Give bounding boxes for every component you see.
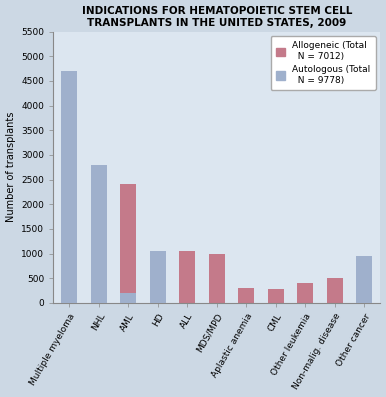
Legend: Allogeneic (Total
  N = 7012), Autologous (Total
  N = 9778): Allogeneic (Total N = 7012), Autologous … (271, 36, 376, 90)
Bar (120, 293, 136, 303)
Bar (209, 254, 225, 303)
Bar (356, 256, 372, 303)
Title: INDICATIONS FOR HEMATOPOIETIC STEM CELL
TRANSPLANTS IN THE UNITED STATES, 2009: INDICATIONS FOR HEMATOPOIETIC STEM CELL … (81, 6, 352, 28)
Bar (297, 283, 313, 303)
Bar (91, 258, 107, 303)
Bar (150, 251, 166, 303)
Bar (61, 288, 78, 303)
Bar (91, 165, 107, 303)
Bar (150, 291, 166, 303)
Bar (267, 289, 284, 303)
Bar (120, 185, 136, 303)
Bar (179, 251, 195, 303)
Bar (61, 71, 78, 303)
Y-axis label: Number of transplants: Number of transplants (5, 112, 15, 222)
Bar (238, 288, 254, 303)
Bar (327, 278, 343, 303)
